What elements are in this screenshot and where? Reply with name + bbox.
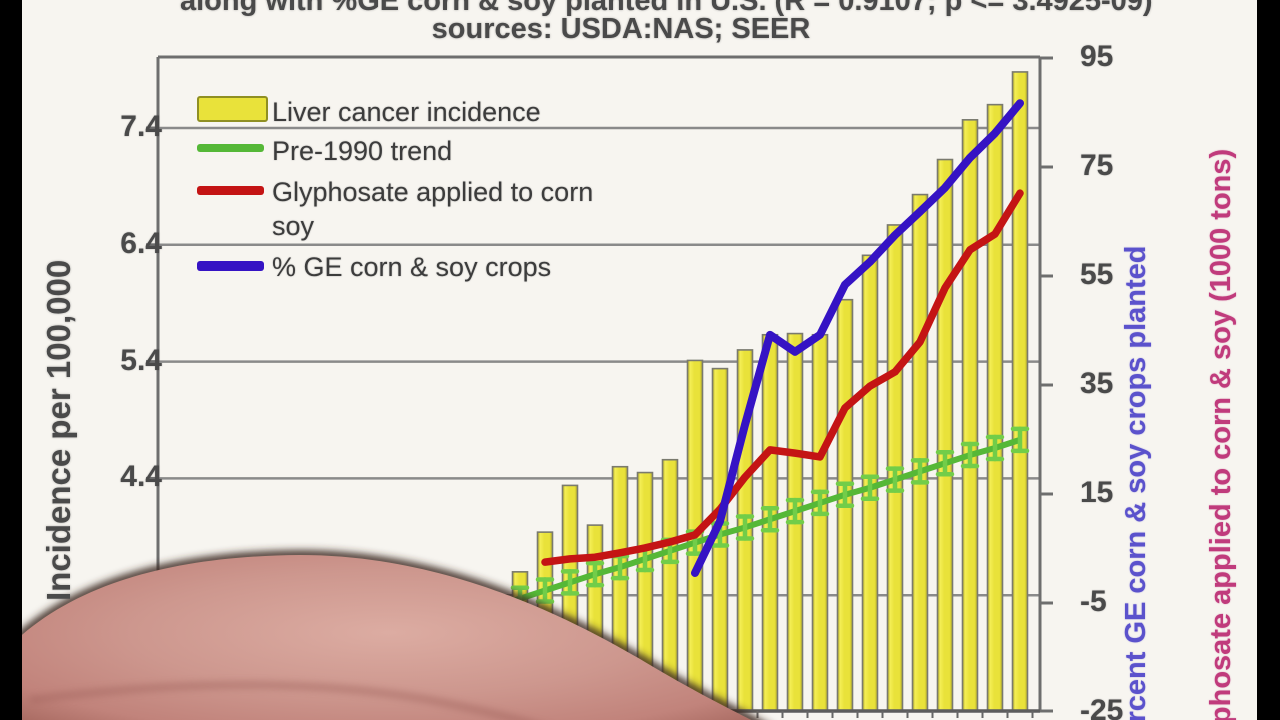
legend-swatch-glyphosate-line: [197, 186, 264, 195]
right-axis-tick-label: 55: [1080, 258, 1114, 291]
right-axis-tick-label: -25: [1080, 694, 1124, 720]
legend-swatch-liver-cancer-bar: [197, 96, 268, 122]
left-axis-title: Incidence per 100,000: [40, 259, 77, 601]
thumb-finger: [22, 550, 761, 720]
right-axis-label-glyphosate: glyphosate applied to corn & soy (1000 t…: [1205, 148, 1237, 720]
legend-label-pre1990-trend: Pre-1990 trend: [272, 136, 453, 166]
right-axis-tick-label: 15: [1080, 476, 1114, 509]
left-axis-tick-label: 7.4: [120, 110, 162, 143]
legend-swatch-ge-crops-line: [197, 261, 264, 271]
right-axis-tick-label: 35: [1080, 367, 1114, 400]
left-axis-tick-label: 5.4: [120, 343, 162, 377]
right-axis-tick-label: 75: [1080, 149, 1114, 182]
left-axis-tick-label: 6.4: [120, 226, 162, 260]
right-axis-tick-label: -5: [1080, 585, 1107, 618]
legend-swatch-pre1990-line: [197, 144, 264, 152]
chart-title-line2-sources: sources: USDA:NAS; SEER: [431, 13, 811, 45]
video-letterbox-right: [1257, 0, 1280, 720]
chart-plot-area: [22, 55, 1053, 720]
right-axis-tick-label: 95: [1080, 40, 1114, 73]
chart-title-line1-cropped: along with %GE corn & soy planted in U.S…: [180, 0, 1153, 17]
legend-label-glyphosate-line2: soy: [272, 211, 315, 241]
left-axis-tick-label: 4.4: [120, 460, 162, 494]
chart-canvas: along with %GE corn & soy planted in U.S…: [22, 0, 1257, 720]
video-letterbox-left: [0, 0, 22, 720]
legend-label-liver-cancer: Liver cancer incidence: [272, 97, 541, 127]
right-axis-label-percent-ge: Percent GE corn & soy crops planted: [1120, 245, 1152, 720]
legend-label-ge-crops: % GE corn & soy crops: [272, 252, 552, 282]
legend-label-glyphosate-line1: Glyphosate applied to corn: [272, 177, 594, 207]
